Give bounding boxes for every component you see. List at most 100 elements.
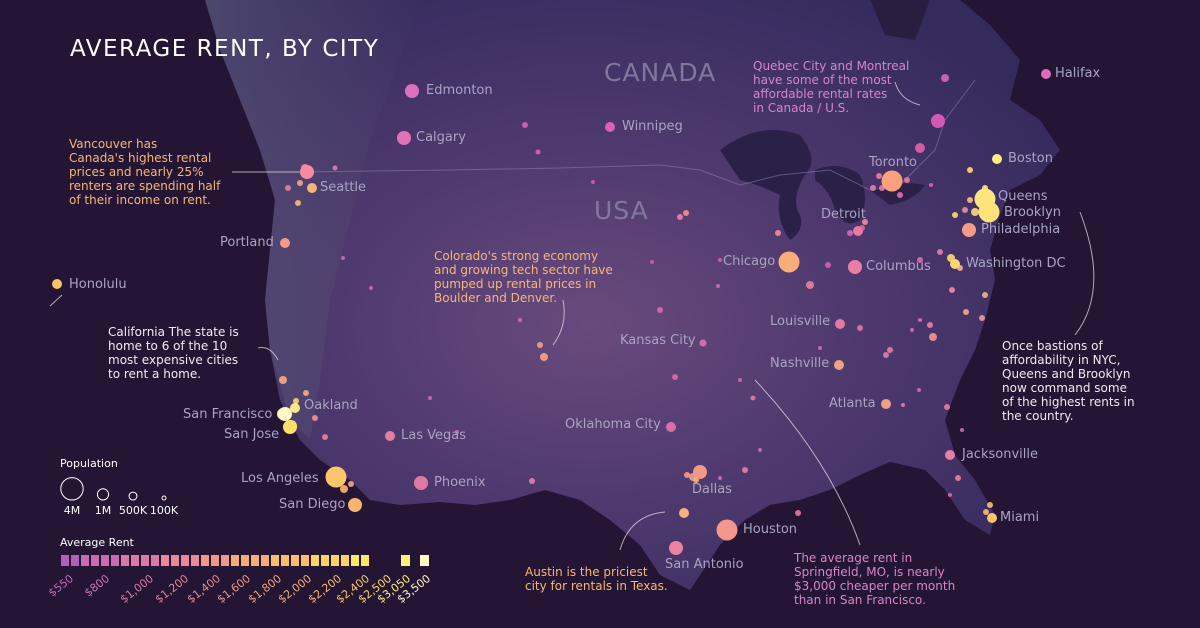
city-dot-20 — [540, 353, 548, 361]
rent-swatch-21 — [271, 555, 279, 566]
city-marker-austin[interactable] — [679, 508, 689, 518]
city-marker-atlanta[interactable] — [881, 399, 891, 409]
city-marker-toronto[interactable] — [881, 170, 903, 192]
city-dot-23 — [522, 122, 528, 128]
city-label-las-vegas: Las Vegas — [401, 428, 466, 443]
city-marker-phoenix[interactable] — [414, 476, 428, 490]
city-dot-60 — [952, 212, 958, 218]
city-marker-calgary[interactable] — [397, 131, 411, 145]
population-circle-500k — [128, 491, 138, 501]
note-austin: Austin is the priciest city for rentals i… — [525, 565, 668, 593]
city-label-washington-dc: Washington DC — [966, 256, 1066, 271]
city-label-san-jose: San Jose — [224, 427, 280, 442]
rent-swatch-28 — [341, 555, 349, 566]
city-marker-los-angeles[interactable] — [325, 466, 347, 488]
city-marker-oakland[interactable] — [290, 403, 300, 413]
land-mass — [205, 0, 1060, 590]
city-dot-14 — [340, 485, 348, 493]
city-marker-nashville[interactable] — [834, 360, 844, 370]
city-dot-26 — [683, 210, 689, 216]
city-marker-brooklyn[interactable] — [978, 201, 1000, 223]
rent-swatch-8 — [141, 555, 149, 566]
city-dot-38 — [738, 378, 742, 382]
city-marker-san-jose[interactable] — [283, 420, 297, 434]
border-line — [299, 79, 976, 191]
city-dot-48 — [876, 173, 882, 179]
city-marker-detroit[interactable] — [853, 226, 863, 236]
city-marker-jacksonville[interactable] — [945, 450, 955, 460]
city-dot-1 — [297, 180, 303, 186]
city-marker-san-francisco[interactable] — [278, 407, 292, 421]
city-label-houston: Houston — [743, 522, 798, 537]
city-dot-10 — [293, 398, 299, 404]
city-dot-41 — [718, 258, 722, 262]
city-label-queens: Queens — [998, 189, 1048, 204]
rent-swatch-29 — [351, 555, 359, 566]
city-dot-28 — [650, 260, 654, 264]
city-markers — [52, 69, 1051, 555]
city-marker-boston[interactable] — [992, 154, 1002, 164]
population-legend-title: Population — [60, 457, 118, 470]
city-dot-57 — [917, 257, 923, 263]
rent-swatch-7 — [131, 555, 139, 566]
city-dot-35 — [742, 467, 748, 473]
city-dot-59 — [962, 207, 968, 213]
rent-swatch-20 — [261, 555, 269, 566]
rent-swatch-4 — [101, 555, 109, 566]
population-label-100k: 100K — [149, 504, 179, 517]
rent-swatch-13 — [191, 555, 199, 566]
city-marker-las-vegas[interactable] — [385, 431, 395, 441]
city-dot-30 — [672, 374, 678, 380]
city-dot-71 — [929, 333, 937, 341]
population-circle-4m — [60, 477, 84, 501]
population-circle-100k — [161, 495, 167, 501]
city-marker-kansas-city[interactable] — [699, 339, 707, 347]
city-marker-louisville[interactable] — [835, 319, 845, 329]
note-quebec: Quebec City and Montreal have some of the… — [753, 59, 910, 115]
note-california: California The state is home to 6 of the … — [108, 325, 239, 381]
city-label-san-antonio: San Antonio — [665, 557, 744, 572]
city-dot-49 — [870, 185, 876, 191]
rent-swatch-11 — [171, 555, 179, 566]
city-marker-columbus[interactable] — [848, 260, 862, 274]
city-dot-45 — [847, 230, 853, 236]
city-dot-79 — [944, 404, 950, 410]
city-marker-philadelphia[interactable] — [962, 223, 976, 237]
city-marker-edmonton[interactable] — [405, 84, 419, 98]
rent-swatch-17 — [231, 555, 239, 566]
city-label-dallas: Dallas — [692, 482, 732, 497]
rent-swatch-top-1 — [420, 555, 429, 566]
city-dot-69 — [979, 315, 985, 321]
city-marker-chicago[interactable] — [778, 251, 800, 273]
city-marker-winnipeg[interactable] — [605, 122, 615, 132]
city-marker-vancouver[interactable] — [300, 165, 314, 179]
rent-swatch-2 — [81, 555, 89, 566]
city-dot-78 — [901, 403, 905, 407]
city-marker-miami[interactable] — [987, 513, 997, 523]
rent-swatch-22 — [281, 555, 289, 566]
city-label-portland: Portland — [220, 235, 274, 250]
city-dot-53 — [915, 143, 925, 153]
city-label-atlanta: Atlanta — [829, 396, 876, 411]
city-label-brooklyn: Brooklyn — [1004, 205, 1061, 220]
city-marker-dallas[interactable] — [693, 465, 707, 479]
rent-swatch-16 — [221, 555, 229, 566]
city-label-winnipeg: Winnipeg — [622, 119, 683, 134]
city-marker-halifax[interactable] — [1041, 69, 1051, 79]
city-dot-17 — [428, 396, 432, 400]
city-marker-portland[interactable] — [280, 238, 290, 248]
city-marker-san-diego[interactable] — [348, 498, 362, 512]
city-marker-honolulu[interactable] — [52, 279, 62, 289]
population-circle-1m — [96, 488, 110, 501]
city-marker-oklahoma-city[interactable] — [666, 422, 676, 432]
city-marker-houston[interactable] — [716, 519, 738, 541]
rent-swatch-18 — [241, 555, 249, 566]
city-dot-62 — [971, 208, 979, 216]
city-label-oakland: Oakland — [304, 398, 358, 413]
note-springfield: The average rent in Springfield, MO, is n… — [794, 551, 956, 607]
city-marker-seattle[interactable] — [307, 183, 317, 193]
city-dot-39 — [750, 395, 756, 401]
city-marker-washington-dc[interactable] — [950, 259, 960, 269]
city-marker-san-antonio[interactable] — [669, 541, 683, 555]
